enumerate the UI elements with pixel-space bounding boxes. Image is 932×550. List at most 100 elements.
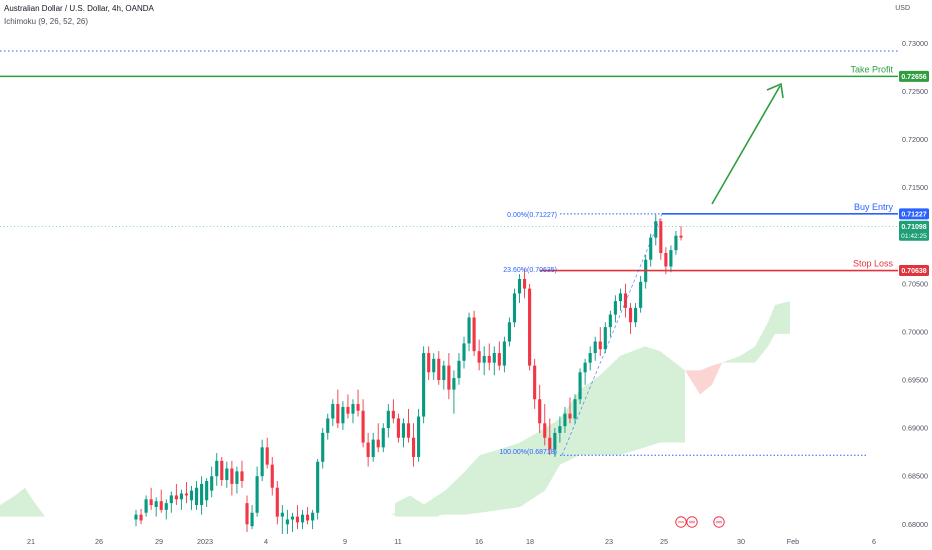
candle <box>189 485 194 510</box>
indicator-label[interactable]: Ichimoku (9, 26, 52, 26) <box>4 17 89 26</box>
candle-body <box>401 423 406 438</box>
candle <box>502 336 506 373</box>
candle-body <box>285 519 289 525</box>
candle-body <box>290 516 294 520</box>
x-tick-label: 23 <box>605 537 613 546</box>
candle <box>275 481 279 525</box>
chart-guides <box>0 50 898 227</box>
candle-body <box>558 426 562 433</box>
candle-body <box>472 317 476 352</box>
candle <box>381 423 385 453</box>
candle-body <box>608 314 612 328</box>
candle-body <box>432 358 436 373</box>
candle <box>533 358 537 409</box>
candle <box>512 288 517 328</box>
candle <box>598 327 602 356</box>
candle-body <box>623 293 628 308</box>
candle-body <box>194 487 199 506</box>
current-price-tag: 0.71098 01:42:25 <box>899 220 929 241</box>
candle-body <box>361 410 365 443</box>
candle-body <box>230 468 234 484</box>
candle <box>144 495 148 517</box>
buy-entry-tag: 0.71227 <box>899 208 929 220</box>
candle <box>447 353 451 400</box>
candle-body <box>634 307 638 323</box>
candle-body <box>351 404 355 414</box>
candle-body <box>639 281 643 308</box>
candle <box>331 399 335 427</box>
candle <box>260 439 264 482</box>
cloud-segment-main <box>0 346 685 517</box>
candle <box>220 456 224 486</box>
candle <box>351 399 355 424</box>
candle <box>336 389 340 429</box>
candle <box>154 497 158 517</box>
candle <box>210 466 214 498</box>
candle-body <box>200 483 204 506</box>
economic-event-icon <box>686 516 698 528</box>
candle-body <box>159 501 163 510</box>
cloud-segment-future <box>722 301 790 363</box>
candle-body <box>411 437 416 457</box>
candle-body <box>215 460 219 477</box>
candle-body <box>321 432 325 462</box>
candle-body <box>618 293 623 302</box>
x-tick-label: 2023 <box>197 537 213 546</box>
candle-body <box>331 404 335 419</box>
candle <box>149 487 153 510</box>
time-axis[interactable]: 21 26 29 2023 4 9 11 16 18 23 25 30 Feb 6 <box>27 537 876 546</box>
candle <box>169 491 173 513</box>
candle <box>270 456 274 496</box>
arrow-shaft <box>711 85 781 205</box>
candle <box>300 509 305 530</box>
candle <box>553 428 557 457</box>
candle-body <box>306 514 310 521</box>
symbol-title[interactable]: Australian Dollar / U.S. Dollar, 4h, OAN… <box>4 4 154 13</box>
candle-body <box>295 516 300 523</box>
buy-entry-label: Buy Entry <box>854 202 894 212</box>
y-tick-label: 0.70000 <box>902 327 928 336</box>
candle <box>406 408 411 443</box>
ichimoku-cloud <box>0 301 790 517</box>
candle <box>432 353 436 380</box>
projection-arrow <box>711 82 784 205</box>
price-axis[interactable]: 0.68000 0.68500 0.69000 0.69500 0.70000 0.705… <box>902 39 928 529</box>
candle-body <box>462 343 466 361</box>
candle-body <box>583 362 587 373</box>
candle-body <box>250 512 254 527</box>
candle-body <box>603 327 607 350</box>
candle <box>321 428 325 469</box>
stop-loss-tag: 0.70638 <box>899 265 929 277</box>
candle-body <box>543 423 547 438</box>
candle-body <box>316 461 320 513</box>
x-tick-label: 29 <box>155 537 163 546</box>
y-tick-label: 0.68000 <box>902 520 928 529</box>
candle <box>543 404 547 446</box>
candle <box>588 346 592 371</box>
candle-body <box>649 237 653 260</box>
candle <box>452 370 456 414</box>
fib-label-0: 0.00%(0.71227) <box>507 212 557 219</box>
candle <box>391 399 395 424</box>
candle-body <box>311 512 315 521</box>
candle <box>618 288 623 311</box>
bar-countdown-text: 01:42:25 <box>901 233 927 240</box>
candle-body <box>341 406 345 424</box>
candle-body <box>255 476 259 513</box>
candle-body <box>240 471 244 482</box>
candle <box>255 466 259 517</box>
candle <box>669 245 673 273</box>
candle <box>487 343 491 371</box>
candle <box>235 466 239 494</box>
candle <box>194 481 199 510</box>
candle-body <box>568 413 572 419</box>
x-tick-label: 26 <box>95 537 103 546</box>
candle <box>346 394 350 419</box>
candle <box>674 230 678 255</box>
candle <box>417 408 421 462</box>
candle-body <box>517 278 522 294</box>
candle-body <box>457 360 461 379</box>
candle <box>558 416 562 443</box>
